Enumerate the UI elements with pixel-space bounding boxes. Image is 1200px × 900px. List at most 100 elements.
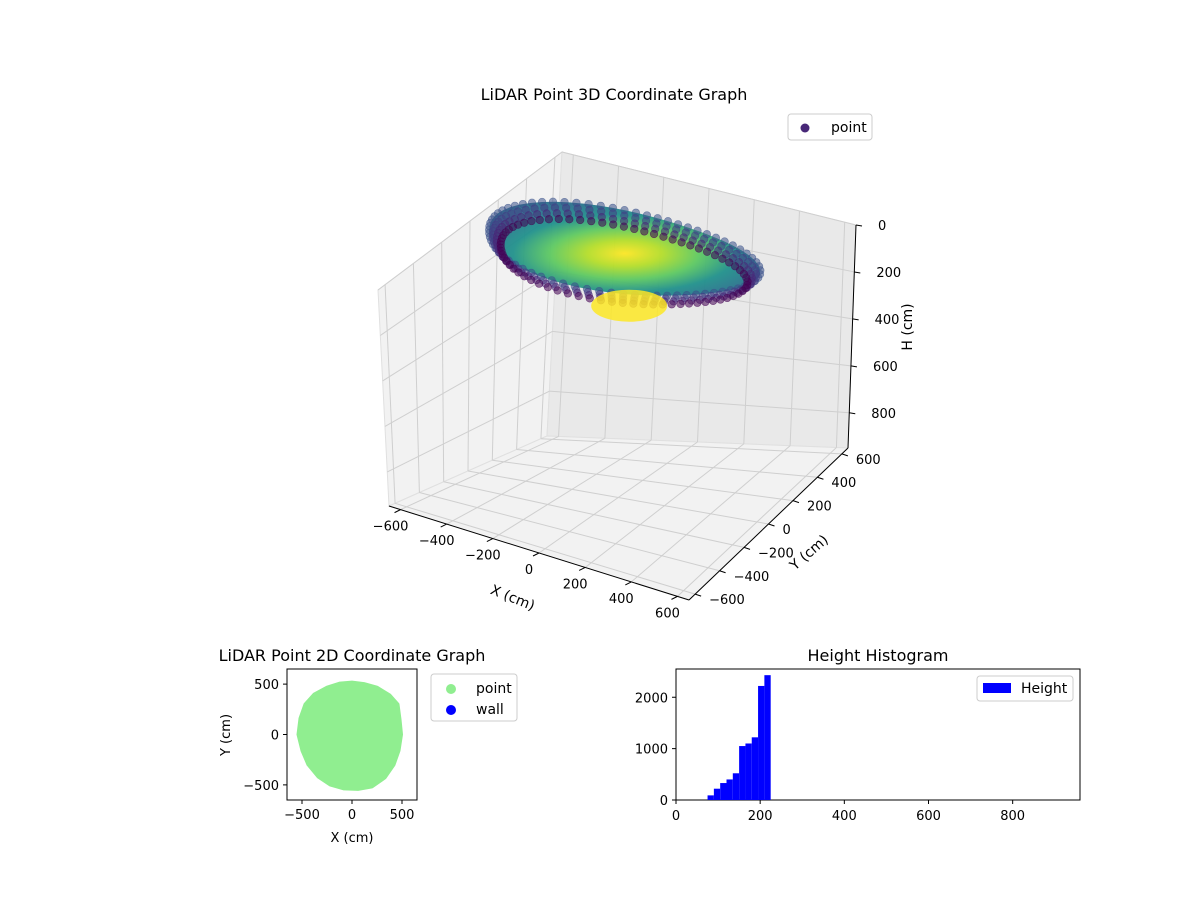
chart-2d-title: LiDAR Point 2D Coordinate Graph bbox=[219, 646, 486, 665]
tick-label-z-3d: 200 bbox=[876, 266, 901, 281]
point-3d bbox=[676, 299, 685, 309]
z-axis-label-3d: H (cm) bbox=[900, 303, 916, 350]
tick-mark-x bbox=[578, 567, 586, 571]
tick-label-y-hist: 1000 bbox=[635, 743, 668, 758]
tick-label-z-3d: 0 bbox=[878, 219, 886, 234]
tick-mark-y bbox=[719, 570, 726, 574]
legend-swatch-height bbox=[983, 683, 1011, 693]
tick-label-z-3d: 400 bbox=[875, 313, 900, 328]
point-3d bbox=[677, 238, 686, 247]
tick-mark-z bbox=[855, 224, 863, 227]
grid-line-y bbox=[492, 459, 794, 502]
x-axis-line-3d bbox=[388, 505, 690, 601]
chart-3d-title: LiDAR Point 3D Coordinate Graph bbox=[481, 85, 748, 104]
point-3d bbox=[598, 218, 607, 227]
point-cloud-2d bbox=[296, 680, 403, 791]
grid-line-z-wall bbox=[377, 151, 563, 291]
y-axis-line-3d bbox=[688, 447, 849, 601]
tick-mark-z bbox=[849, 412, 856, 415]
point-3d bbox=[640, 227, 649, 236]
tick-mark-x bbox=[486, 538, 494, 542]
histogram-bars bbox=[707, 675, 771, 800]
tick-label-y-3d: 0 bbox=[783, 523, 791, 538]
point-3d bbox=[544, 215, 553, 224]
z-axis-line-3d bbox=[847, 224, 857, 449]
x-axis-label-3d: X (cm) bbox=[488, 582, 537, 614]
point-3d bbox=[630, 224, 639, 234]
legend-label-wall-2d: wall bbox=[476, 702, 504, 718]
legend-label-point: point bbox=[831, 120, 867, 136]
point-3d bbox=[535, 279, 544, 288]
histogram-bar bbox=[732, 773, 740, 800]
point-3d bbox=[535, 215, 544, 225]
point-3d bbox=[527, 216, 536, 226]
point-3d bbox=[585, 294, 594, 303]
tick-labels-histogram: 0 200 400 600 800 0 1000 2000 bbox=[635, 691, 1025, 824]
histogram-bar bbox=[751, 737, 759, 800]
scatter-2d-data bbox=[296, 680, 403, 791]
point-3d bbox=[574, 291, 583, 301]
tick-label-y-3d: −600 bbox=[709, 593, 745, 608]
histogram-bar bbox=[745, 743, 752, 800]
grid-line-y bbox=[540, 438, 842, 455]
tick-label-y-hist: 0 bbox=[660, 794, 668, 809]
point-3d bbox=[563, 289, 573, 298]
tick-label-y-hist: 2000 bbox=[635, 691, 668, 706]
grid-line-z bbox=[549, 390, 850, 414]
grid-line-z bbox=[552, 330, 852, 367]
point-cloud-3d bbox=[484, 197, 765, 322]
point-3d bbox=[668, 235, 677, 244]
grid-line-x-wall bbox=[743, 199, 755, 444]
point-3d bbox=[565, 215, 574, 224]
point-3d bbox=[554, 214, 563, 224]
grid-line-x-wall bbox=[835, 222, 846, 448]
point-3d bbox=[684, 299, 694, 308]
point-3d bbox=[731, 262, 740, 271]
point-3d bbox=[718, 254, 727, 263]
tick-mark-y bbox=[841, 453, 849, 457]
histogram-bar bbox=[739, 746, 746, 800]
tick-label-z-3d: 800 bbox=[871, 407, 896, 422]
tick-mark-x bbox=[625, 581, 632, 586]
legend-marker-point bbox=[800, 123, 810, 133]
point-3d bbox=[701, 297, 710, 307]
y-axis-label-2d: Y (cm) bbox=[219, 714, 234, 757]
tick-label-x-3d: −400 bbox=[419, 534, 455, 549]
tick-labels-2d: −500 0 500 −500 0 500 bbox=[243, 678, 414, 823]
tick-label-x-hist: 600 bbox=[916, 809, 941, 824]
legend-histogram: Height bbox=[976, 675, 1074, 702]
tick-label-y-3d: −200 bbox=[758, 546, 794, 561]
histogram-bar bbox=[720, 783, 727, 800]
tick-label-x-hist: 800 bbox=[1000, 809, 1025, 824]
grid-line-y bbox=[443, 481, 745, 548]
bowl-surface bbox=[489, 201, 761, 296]
tick-label-x-3d: −200 bbox=[465, 549, 501, 564]
grid-line-x-wall bbox=[789, 210, 800, 446]
tick-label-y-2d: 500 bbox=[254, 678, 279, 693]
grid-line-z-wall bbox=[384, 330, 553, 427]
grid-line-y-wall bbox=[467, 220, 471, 472]
histogram-title: Height Histogram bbox=[808, 646, 949, 665]
tick-label-x-hist: 200 bbox=[748, 809, 773, 824]
point-3d bbox=[527, 275, 536, 285]
tick-mark-x bbox=[440, 523, 447, 528]
tick-label-x-hist: 0 bbox=[672, 809, 680, 824]
grid-line-y bbox=[467, 470, 769, 525]
grid-line-z-wall bbox=[387, 390, 550, 473]
tick-mark-z bbox=[852, 318, 859, 321]
point-3d bbox=[725, 258, 734, 267]
axes-3d bbox=[388, 224, 863, 601]
tick-mark-z bbox=[854, 271, 861, 274]
grid-line-y-wall bbox=[384, 284, 396, 504]
x-axis-label-2d: X (cm) bbox=[331, 831, 374, 846]
grid-line-z bbox=[561, 151, 857, 226]
bowl-center bbox=[591, 289, 668, 322]
grid-line-y-wall bbox=[412, 263, 420, 493]
point-3d bbox=[576, 215, 585, 225]
chart-2d: LiDAR Point 2D Coordinate Graph −500 0 500… bbox=[219, 646, 518, 846]
point-3d bbox=[587, 217, 596, 226]
tick-labels-3d: −600−400−2000200400600−600−400−200020040… bbox=[373, 219, 901, 621]
tick-mark-y bbox=[768, 523, 775, 527]
tick-label-x-2d: 500 bbox=[390, 808, 415, 823]
